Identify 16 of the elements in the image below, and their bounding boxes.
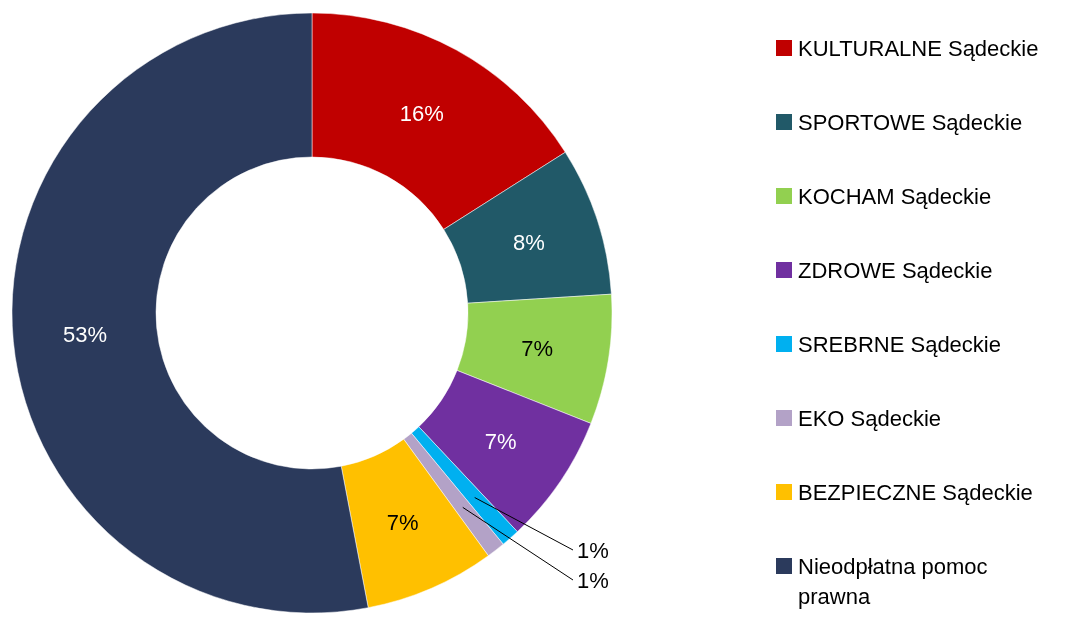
data-label: 16% (399, 100, 444, 126)
legend-label: ZDROWE Sądeckie (798, 257, 993, 283)
legend-label: KULTURALNE Sądeckie (798, 35, 1039, 61)
legend-label: BEZPIECZNE Sądeckie (798, 479, 1033, 505)
legend-label: SREBRNE Sądeckie (798, 331, 1001, 357)
data-label: 53% (62, 321, 108, 347)
data-label: 1% (577, 567, 609, 593)
legend-label: KOCHAM Sądeckie (798, 183, 992, 209)
data-label: 8% (512, 230, 545, 256)
data-label: 7% (484, 428, 517, 454)
legend-label: EKO Sądeckie (798, 405, 942, 431)
data-label: 7% (386, 509, 419, 535)
legend-label: SPORTOWE Sądeckie (798, 109, 1023, 135)
data-label: 1% (577, 537, 609, 563)
data-label: 7% (521, 336, 554, 362)
legend-label: Nieodpłatna pomoc prawna (798, 553, 988, 609)
